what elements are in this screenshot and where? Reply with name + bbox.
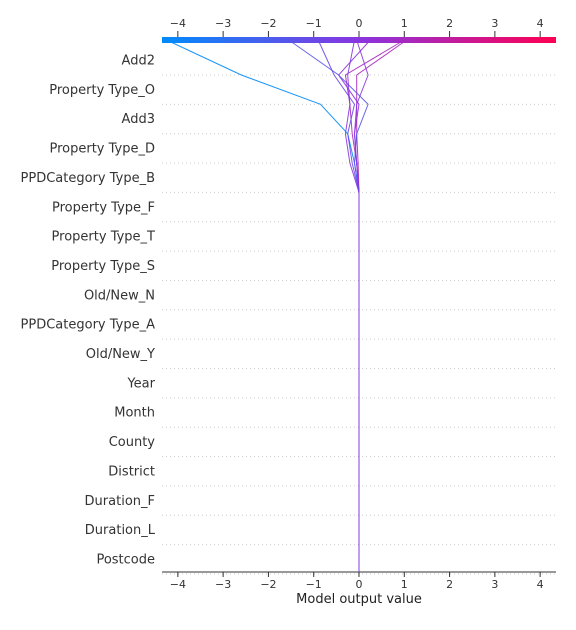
top-tick-label: 1: [401, 17, 408, 30]
bottom-tick-label: 2: [446, 578, 453, 591]
decision-line: [339, 40, 371, 572]
feature-label: PPDCategory Type_A: [21, 318, 156, 333]
bottom-tick-label: 3: [491, 578, 498, 591]
decision-line: [167, 40, 360, 572]
feature-label: Year: [126, 376, 155, 391]
feature-label: Old/New_N: [84, 288, 155, 303]
feature-label: Month: [114, 406, 155, 421]
top-tick-label: −2: [260, 17, 276, 30]
feature-label: Add3: [122, 112, 155, 127]
feature-label: PPDCategory Type_B: [21, 171, 155, 186]
decision-line: [345, 40, 404, 572]
bottom-tick-label: −3: [215, 578, 231, 591]
bottom-tick-label: 0: [356, 578, 363, 591]
feature-label: Property Type_O: [49, 83, 155, 98]
bottom-tick-label: −2: [260, 578, 276, 591]
top-tick-label: −4: [170, 17, 186, 30]
top-tick-label: 2: [446, 17, 453, 30]
feature-label: Property Type_D: [49, 142, 155, 157]
feature-label: Property Type_T: [52, 230, 156, 245]
top-tick-label: 4: [537, 17, 544, 30]
bottom-tick-label: 1: [401, 578, 408, 591]
x-axis-label: Model output value: [296, 592, 422, 607]
bottom-tick-label: −4: [170, 578, 186, 591]
feature-label: District: [108, 464, 155, 479]
feature-label: Duration_F: [85, 494, 155, 509]
bottom-tick-label: 4: [537, 578, 544, 591]
feature-label: Add2: [122, 54, 155, 69]
top-tick-label: 0: [356, 17, 363, 30]
feature-label: Old/New_Y: [86, 347, 155, 362]
top-tick-label: 3: [491, 17, 498, 30]
feature-label: Postcode: [96, 552, 155, 567]
top-tick-label: −3: [215, 17, 231, 30]
top-tick-label: −1: [306, 17, 322, 30]
decision-line: [357, 40, 407, 572]
colorbar: [162, 37, 556, 43]
decision-line: [318, 40, 359, 572]
feature-label: Property Type_S: [51, 259, 155, 274]
bottom-tick-label: −1: [306, 578, 322, 591]
feature-label: Duration_L: [85, 523, 156, 538]
feature-label: County: [109, 435, 156, 450]
feature-label: Property Type_F: [52, 200, 155, 215]
